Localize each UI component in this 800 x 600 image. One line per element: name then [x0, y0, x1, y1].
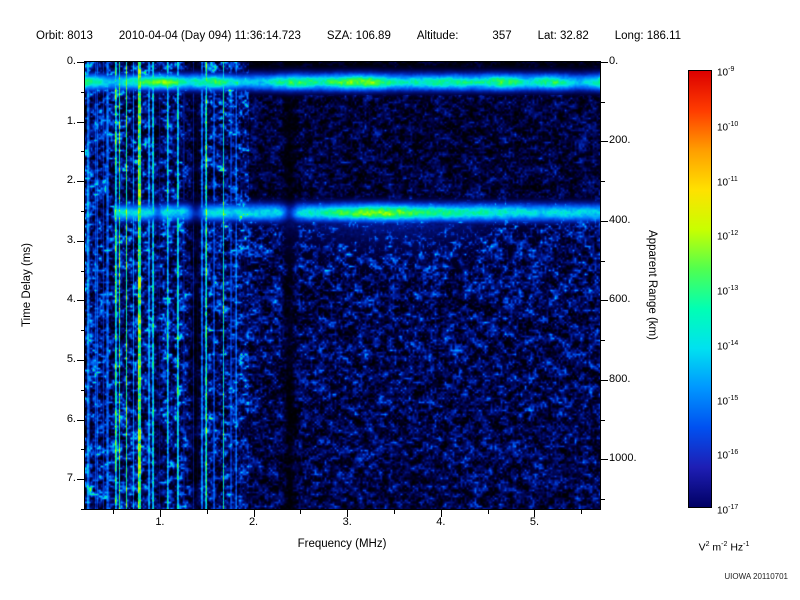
x-tick: [159, 510, 161, 517]
y-axis-label-right: Apparent Range (km): [646, 230, 658, 340]
unit-part: Hz: [730, 541, 744, 554]
x-tick: [347, 510, 349, 517]
y-left-minor-tick: [81, 389, 85, 391]
sza-value: SZA: 106.89: [326, 30, 391, 42]
x-tick: [534, 510, 536, 517]
x-tick-label: 4.: [436, 516, 446, 528]
y-right-tick: [601, 459, 608, 461]
y-right-tick-label: 400.: [609, 213, 631, 226]
x-tick-label: 3.: [342, 516, 352, 528]
y-left-tick: [77, 62, 85, 63]
colorbar-units: V2 m-2 Hz-1: [698, 541, 750, 554]
y-right-tick: [601, 62, 608, 63]
x-axis-label: Frequency (MHz): [297, 538, 387, 550]
y-right-tick-label: 200.: [609, 134, 631, 147]
y-left-tick: [77, 240, 85, 242]
y-left-minor-tick: [81, 91, 85, 93]
colorbar-tick-label: 10-12: [717, 230, 739, 243]
colorbar-tick-label: 10-13: [717, 285, 739, 298]
y-right-tick-label: 600.: [609, 293, 631, 306]
y-right-tick: [601, 300, 608, 302]
y-right-minor-tick: [601, 260, 605, 262]
colorbar-tick-label: 10-15: [717, 394, 739, 407]
longitude-value: Long: 186.11: [614, 30, 682, 42]
x-minor-tick: [113, 510, 115, 514]
x-tick-label: 1.: [155, 516, 165, 528]
y-left-tick-label: 6.: [66, 412, 76, 425]
y-right-minor-tick: [601, 419, 605, 421]
x-minor-tick: [206, 510, 208, 514]
y-left-minor-tick: [81, 509, 85, 510]
y-right-tick-label: 0.: [609, 55, 619, 67]
colorbar-tick-label: 10-9: [717, 66, 735, 79]
y-left-tick-label: 7.: [66, 472, 76, 485]
y-right-tick: [601, 379, 608, 381]
colorbar: [688, 70, 712, 508]
y-left-tick: [77, 479, 85, 481]
y-left-tick-label: 3.: [66, 233, 76, 246]
y-left-minor-tick: [81, 270, 85, 272]
y-right-minor-tick: [601, 181, 605, 183]
header-info: Orbit: 8013 2010-04-04 (Day 094) 11:36:1…: [36, 30, 681, 42]
altitude-label: Altitude:: [416, 30, 459, 42]
x-minor-tick: [487, 510, 489, 514]
y-right-tick-label: 1000.: [609, 452, 637, 465]
y-axis-label-left: Time Delay (ms): [21, 243, 33, 327]
y-left-tick-label: 4.: [66, 293, 76, 306]
y-left-tick: [77, 121, 85, 123]
y-right-minor-tick: [601, 499, 605, 501]
y-right-minor-tick: [601, 101, 605, 103]
datetime-value: 2010-04-04 (Day 094) 11:36:14.723: [118, 30, 301, 42]
orbit-value: Orbit: 8013: [36, 30, 93, 42]
y-right-tick: [601, 141, 608, 143]
y-left-tick: [77, 181, 85, 183]
y-right-tick-label: 800.: [609, 372, 631, 385]
y-left-tick: [77, 419, 85, 421]
x-tick: [253, 510, 255, 517]
y-left-tick-label: 5.: [66, 353, 76, 365]
altitude-value: 357: [492, 30, 512, 42]
y-left-minor-tick: [81, 330, 85, 332]
y-left-tick-label: 0.: [66, 55, 76, 67]
colorbar-tick-label: 10-16: [717, 449, 739, 462]
y-right-tick: [601, 220, 608, 222]
x-tick: [440, 510, 442, 517]
latitude-value: Lat: 32.82: [537, 30, 589, 42]
y-right-minor-tick: [601, 340, 605, 342]
colorbar-tick-label: 10-14: [717, 339, 739, 353]
x-minor-tick: [394, 510, 395, 514]
unit-part: m: [712, 541, 722, 554]
x-tick-label: 2.: [248, 516, 259, 528]
x-minor-tick: [581, 510, 583, 514]
x-tick-label: 5.: [529, 516, 540, 528]
y-left-tick-label: 2.: [66, 174, 76, 187]
colorbar-tick-label: 10-11: [717, 175, 738, 188]
y-left-minor-tick: [81, 151, 85, 153]
x-minor-tick: [300, 510, 302, 514]
spectrogram-canvas: [84, 61, 601, 510]
y-left-tick: [77, 360, 85, 361]
y-left-tick-label: 1.: [66, 114, 76, 127]
colorbar-tick-label: 10-10: [717, 120, 739, 134]
y-left-minor-tick: [81, 449, 85, 451]
unit-part: V: [698, 541, 706, 554]
credit-text: UIOWA 20110701: [724, 572, 788, 581]
colorbar-tick-label: 10-17: [717, 504, 739, 517]
y-left-tick: [77, 300, 85, 302]
y-left-minor-tick: [81, 211, 85, 212]
